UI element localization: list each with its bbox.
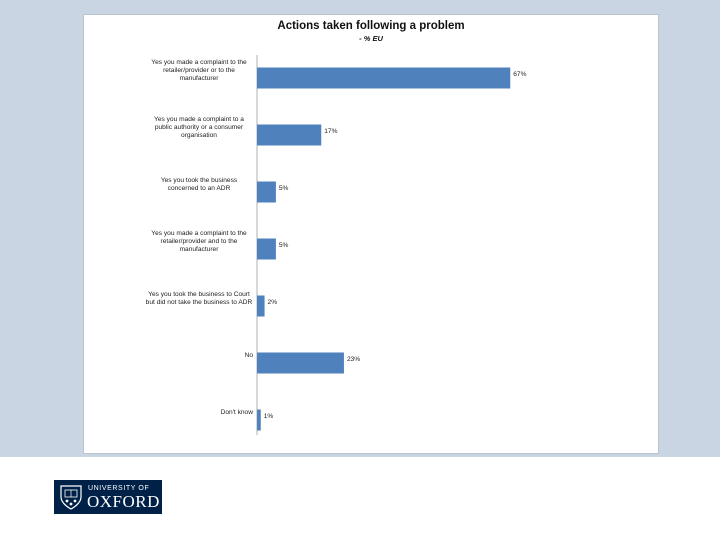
value-label: 1%	[264, 413, 274, 420]
value-label: 2%	[268, 299, 278, 306]
bar-chart: 67% Yes you made a complaint to the retail…	[146, 55, 527, 435]
university-of-oxford-logo: UNIVERSITY OF OXFORD	[54, 480, 162, 514]
bar	[257, 409, 261, 431]
category-label: Yes you took the business concerned to an…	[161, 177, 238, 192]
bar	[257, 238, 276, 260]
bar	[257, 124, 322, 146]
category-label: Yes you made a complaint to the retailer/…	[151, 230, 247, 253]
category-label: Yes you took the business to Court but di…	[146, 291, 253, 306]
value-label: 23%	[347, 356, 360, 363]
logo-text-oxford: OXFORD	[87, 492, 160, 511]
bar	[257, 295, 265, 317]
value-label: 5%	[279, 185, 289, 192]
category-label: Yes you made a complaint to the retailer/…	[151, 59, 247, 82]
category-label: No	[245, 352, 254, 359]
oxford-crest-icon	[60, 485, 82, 510]
category-label: Don't know	[221, 409, 254, 416]
value-label: 5%	[279, 242, 289, 249]
value-label: 67%	[513, 71, 526, 78]
chart-card: Actions taken following a problem - % EU…	[83, 14, 659, 454]
value-label: 17%	[324, 128, 337, 135]
bar	[257, 181, 276, 203]
chart-title: Actions taken following a problem	[277, 20, 465, 32]
bar	[257, 67, 511, 89]
bar	[257, 352, 344, 374]
chart-subtitle: - % EU	[359, 34, 383, 43]
category-label: Yes you made a complaint to a public auth…	[154, 116, 244, 139]
logo-text-university-of: UNIVERSITY OF	[88, 485, 150, 492]
